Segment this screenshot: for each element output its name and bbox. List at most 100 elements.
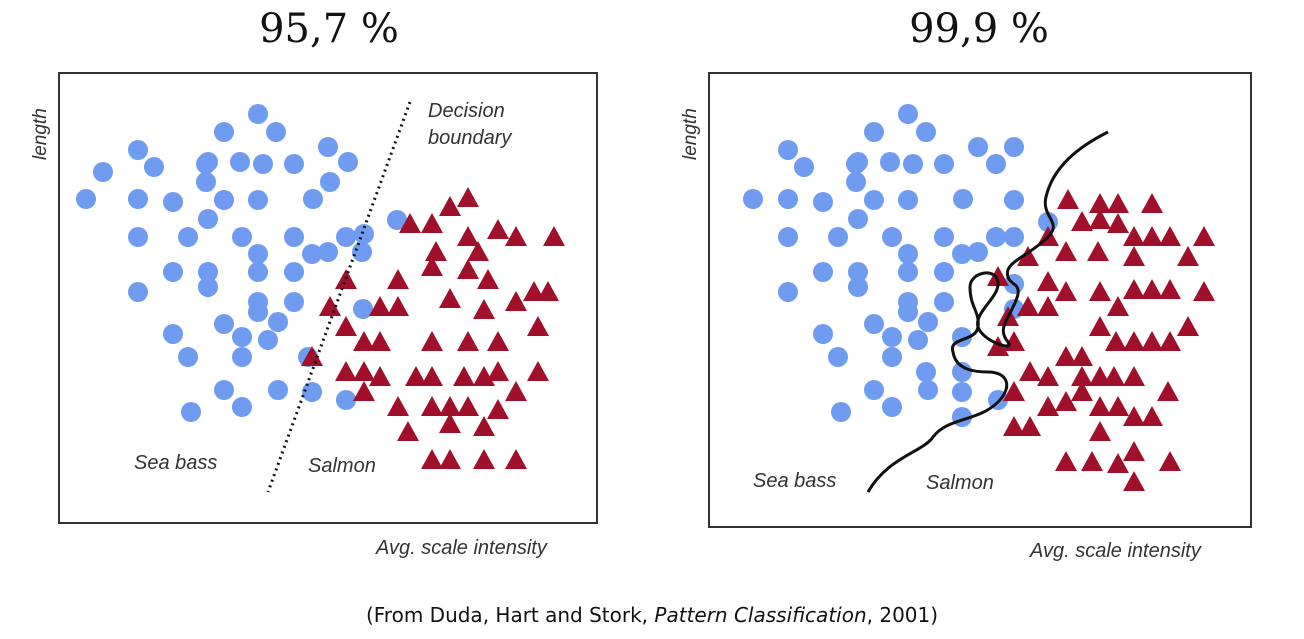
chart-title-left: 95,7 %	[259, 6, 399, 52]
sea-bass-point	[953, 189, 973, 209]
sea-bass-point	[743, 189, 763, 209]
salmon-point	[487, 361, 509, 381]
sea-bass-point	[864, 190, 884, 210]
salmon-point	[1037, 271, 1059, 291]
salmon-point	[1123, 441, 1145, 461]
salmon-point	[527, 316, 549, 336]
sea-bass-point	[266, 122, 286, 142]
x-axis-label-left: Avg. scale intensity	[376, 537, 547, 559]
salmon-point	[1071, 381, 1093, 401]
salmon-point	[1107, 213, 1129, 233]
sea-bass-point	[258, 330, 278, 350]
sea-bass-point	[1004, 137, 1024, 157]
sea-bass-point	[968, 137, 988, 157]
x-axis-label-right: Avg. scale intensity	[1030, 540, 1201, 562]
salmon-point	[421, 449, 443, 469]
sea-bass-point	[163, 192, 183, 212]
y-axis-label-right: length	[680, 108, 701, 160]
salmon-point	[1017, 296, 1039, 316]
sea-bass-point	[248, 190, 268, 210]
sea-bass-point	[232, 227, 252, 247]
sea-bass-point	[198, 209, 218, 229]
salmon-point	[467, 241, 489, 261]
sea-bass-point	[196, 172, 216, 192]
sea-bass-point	[934, 154, 954, 174]
salmon-point	[1071, 211, 1093, 231]
salmon-point	[1159, 226, 1181, 246]
salmon-point	[487, 219, 509, 239]
sea-bass-point	[918, 312, 938, 332]
sea-bass-point	[778, 189, 798, 209]
salmon-point	[457, 396, 479, 416]
scatter-plot-left: Decision boundary Sea bass Salmon	[58, 72, 598, 524]
sea-bass-point	[253, 154, 273, 174]
sea-bass-point	[352, 242, 372, 262]
sea-bass-point	[813, 192, 833, 212]
sea-bass-point	[214, 122, 234, 142]
sea-bass-point	[214, 314, 234, 334]
salmon-point	[1105, 331, 1127, 351]
sea-bass-point	[828, 347, 848, 367]
salmon-point	[319, 296, 341, 316]
sea-bass-point	[848, 262, 868, 282]
sea-bass-point	[916, 122, 936, 142]
sea-bass-point	[916, 362, 936, 382]
salmon-point	[353, 331, 375, 351]
sea-bass-point	[198, 277, 218, 297]
salmon-point	[1089, 281, 1111, 301]
salmon-point	[387, 296, 409, 316]
sea-bass-point	[336, 390, 356, 410]
sea-bass-point	[76, 189, 96, 209]
caption-prefix: (From Duda, Hart and Stork,	[365, 603, 655, 627]
sea-bass-point	[128, 282, 148, 302]
sea-bass-point	[303, 189, 323, 209]
salmon-point	[1017, 246, 1039, 266]
sea-bass-point	[778, 227, 798, 247]
sea-bass-point	[813, 262, 833, 282]
sea-bass-point	[387, 210, 407, 230]
salmon-point	[1141, 226, 1163, 246]
salmon-point	[527, 361, 549, 381]
sea-bass-point	[952, 362, 972, 382]
salmon-point	[487, 399, 509, 419]
salmon-point	[1019, 361, 1041, 381]
sea-bass-point	[268, 312, 288, 332]
scatter-plot-right: Sea bass Salmon	[708, 72, 1252, 528]
salmon-point	[1123, 279, 1145, 299]
salmon-point	[987, 266, 1009, 286]
sea-bass-point	[831, 402, 851, 422]
salmon-point	[425, 241, 447, 261]
salmon-point	[473, 416, 495, 436]
salmon-point	[457, 331, 479, 351]
salmon-point	[1071, 346, 1093, 366]
salmon-point	[439, 413, 461, 433]
salmon-point	[543, 226, 565, 246]
salmon-point	[1089, 193, 1111, 213]
y-axis-label-left: length	[30, 108, 51, 160]
sea-bass-point	[882, 327, 902, 347]
sea-bass-point	[232, 347, 252, 367]
sea-bass-label: Sea bass	[134, 452, 217, 474]
salmon-point	[1159, 331, 1181, 351]
salmon-label: Salmon	[926, 472, 994, 494]
salmon-point	[1037, 366, 1059, 386]
sea-bass-point	[903, 154, 923, 174]
sea-bass-point	[846, 172, 866, 192]
sea-bass-point	[268, 380, 288, 400]
sea-bass-point	[178, 227, 198, 247]
caption-book-title: Pattern Classification	[654, 603, 867, 627]
salmon-point	[1003, 416, 1025, 436]
salmon-point	[537, 281, 559, 301]
sea-bass-point	[214, 380, 234, 400]
sea-bass-point	[232, 327, 252, 347]
sea-bass-point	[986, 154, 1006, 174]
sea-bass-point	[864, 122, 884, 142]
sea-bass-point	[128, 227, 148, 247]
sea-bass-point	[128, 189, 148, 209]
sea-bass-point	[198, 262, 218, 282]
sea-bass-point	[128, 140, 148, 160]
sea-bass-point	[318, 137, 338, 157]
sea-bass-point	[882, 397, 902, 417]
salmon-point	[1055, 391, 1077, 411]
salmon-point	[1123, 366, 1145, 386]
